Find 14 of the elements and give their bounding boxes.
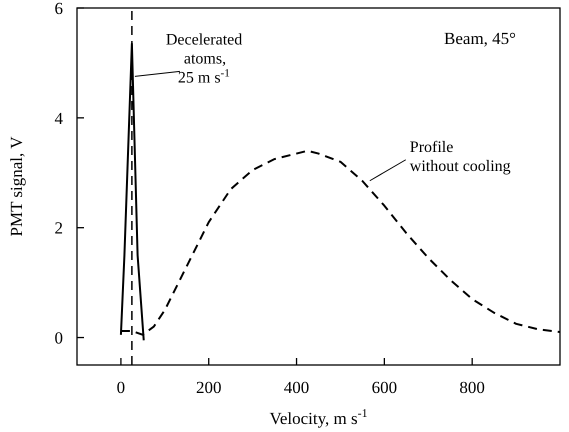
y-tick-label: 6 [54,0,63,18]
annotation: Profile without cooling [410,138,511,175]
x-tick-label: 600 [372,378,398,397]
annotation: Beam, 45° [444,29,516,48]
x-tick-label: 0 [116,378,126,397]
y-tick-label: 0 [54,328,63,348]
y-tick-label: 4 [54,108,64,128]
x-axis-title: Velocity, m s$^{-1}$ [269,406,368,428]
x-tick-label: 400 [284,378,310,397]
x-tick-label: 800 [459,378,485,397]
x-tick-label: 200 [196,378,222,397]
annotation: Decelerated atoms, 25 m s$^{-1}$ [166,31,242,86]
y-tick-label: 2 [54,218,63,238]
y-axis-title: PMT signal, V [7,136,26,236]
